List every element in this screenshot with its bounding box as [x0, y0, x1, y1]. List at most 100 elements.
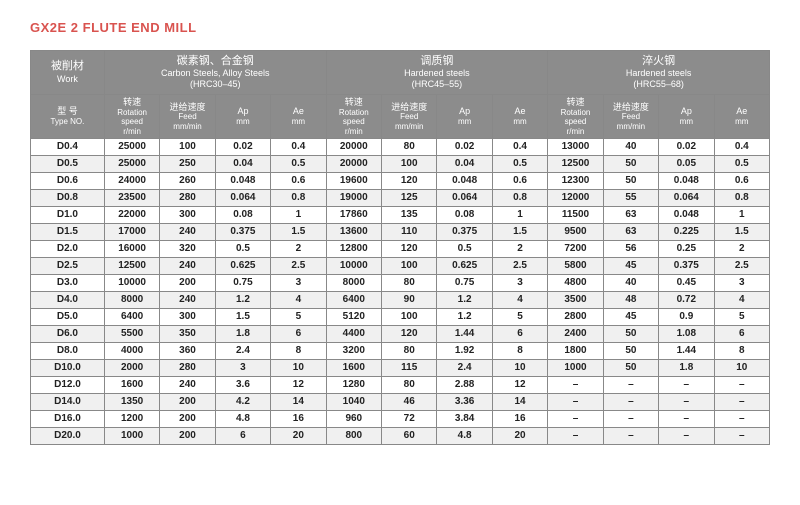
cell: 45: [603, 309, 658, 326]
cell: 10000: [104, 275, 159, 292]
cell: 19600: [326, 173, 381, 190]
cell: 2.88: [437, 377, 492, 394]
header-sub-2-1: 进给速度Feedmm/min: [603, 94, 658, 139]
table-row: D14.013502004.2141040463.3614––––: [31, 394, 770, 411]
cell: 8: [714, 343, 769, 360]
cell: 0.048: [215, 173, 270, 190]
cell: –: [603, 428, 658, 445]
header-sub-2-2: Apmm: [659, 94, 714, 139]
cell: 4.8: [437, 428, 492, 445]
cell: 100: [160, 139, 215, 156]
table-row: D6.055003501.8644001201.4462400501.086: [31, 326, 770, 343]
header-sub-0-3: Aemm: [271, 94, 326, 139]
cell: 50: [603, 343, 658, 360]
cell: –: [659, 411, 714, 428]
cell: 100: [382, 309, 437, 326]
cell: 2.5: [271, 258, 326, 275]
cell: 1280: [326, 377, 381, 394]
cell: 0.4: [271, 139, 326, 156]
cell: 3500: [548, 292, 603, 309]
cell: 240: [160, 258, 215, 275]
header-sub-0-1: 进给速度Feedmm/min: [160, 94, 215, 139]
cell-type: D14.0: [31, 394, 105, 411]
cell: 22000: [104, 207, 159, 224]
cell: 12: [271, 377, 326, 394]
table-row: D4.080002401.246400901.243500480.724: [31, 292, 770, 309]
cell: 1800: [548, 343, 603, 360]
cell-type: D2.5: [31, 258, 105, 275]
cell: 4: [492, 292, 547, 309]
cell: 320: [160, 241, 215, 258]
cell: 12800: [326, 241, 381, 258]
header-sub-0-0: 转速Rotation speedr/min: [104, 94, 159, 139]
cell: 2.4: [215, 343, 270, 360]
cell: 1.8: [215, 326, 270, 343]
cell: 4: [271, 292, 326, 309]
cell: 8: [492, 343, 547, 360]
cell: 115: [382, 360, 437, 377]
table-row: D0.8235002800.0640.8190001250.0640.81200…: [31, 190, 770, 207]
cell-type: D1.0: [31, 207, 105, 224]
header-sub-2-3: Aemm: [714, 94, 769, 139]
cell-type: D0.4: [31, 139, 105, 156]
cell: 0.375: [215, 224, 270, 241]
cell: 4000: [104, 343, 159, 360]
cell: 0.04: [437, 156, 492, 173]
cell: 2000: [104, 360, 159, 377]
cell: 6: [271, 326, 326, 343]
cell: 3.36: [437, 394, 492, 411]
cell: 4400: [326, 326, 381, 343]
cell-type: D5.0: [31, 309, 105, 326]
cell: 2.4: [437, 360, 492, 377]
cell: 80: [382, 139, 437, 156]
cell-type: D16.0: [31, 411, 105, 428]
cell: 16: [271, 411, 326, 428]
cell-type: D6.0: [31, 326, 105, 343]
cell: 0.048: [659, 207, 714, 224]
cell: 12300: [548, 173, 603, 190]
cell: 72: [382, 411, 437, 428]
cell: 200: [160, 394, 215, 411]
cell: 280: [160, 360, 215, 377]
cell: 0.064: [437, 190, 492, 207]
cell: 25000: [104, 156, 159, 173]
cell: 23500: [104, 190, 159, 207]
cell: 12000: [548, 190, 603, 207]
header-sub-2-0: 转速Rotation speedr/min: [548, 94, 603, 139]
cell: –: [603, 377, 658, 394]
header-sub-1-1: 进给速度Feedmm/min: [382, 94, 437, 139]
cell: –: [659, 394, 714, 411]
cell: –: [714, 377, 769, 394]
cell: 110: [382, 224, 437, 241]
cell: –: [714, 428, 769, 445]
cell: 46: [382, 394, 437, 411]
cell: 10: [271, 360, 326, 377]
cell: 2: [714, 241, 769, 258]
cell: 1600: [104, 377, 159, 394]
header-group-3: 淬火钢 Hardened steels (HRC55–68): [548, 51, 770, 95]
cell: 0.5: [714, 156, 769, 173]
cell: 10000: [326, 258, 381, 275]
cell: 80: [382, 343, 437, 360]
cell: 5120: [326, 309, 381, 326]
cell: 2.5: [492, 258, 547, 275]
cell: 1600: [326, 360, 381, 377]
cell: 6: [492, 326, 547, 343]
cell: 6: [714, 326, 769, 343]
header-group-2: 调质钢 Hardened steels (HRC45–55): [326, 51, 548, 95]
cell: 17000: [104, 224, 159, 241]
table-row: D12.016002403.6121280802.8812––––: [31, 377, 770, 394]
cell: 11500: [548, 207, 603, 224]
cell: –: [548, 411, 603, 428]
cell: 1: [271, 207, 326, 224]
cell: 50: [603, 360, 658, 377]
table-row: D10.0200028031016001152.4101000501.810: [31, 360, 770, 377]
header-group-1: 碳素钢、合金钢 Carbon Steels, Alloy Steels (HRC…: [104, 51, 326, 95]
cell: 0.75: [437, 275, 492, 292]
cell: 4.2: [215, 394, 270, 411]
table-body: D0.4250001000.020.420000800.020.41300040…: [31, 139, 770, 445]
cell: 24000: [104, 173, 159, 190]
cell: 3: [492, 275, 547, 292]
cell: 1200: [104, 411, 159, 428]
cell: 1.44: [437, 326, 492, 343]
